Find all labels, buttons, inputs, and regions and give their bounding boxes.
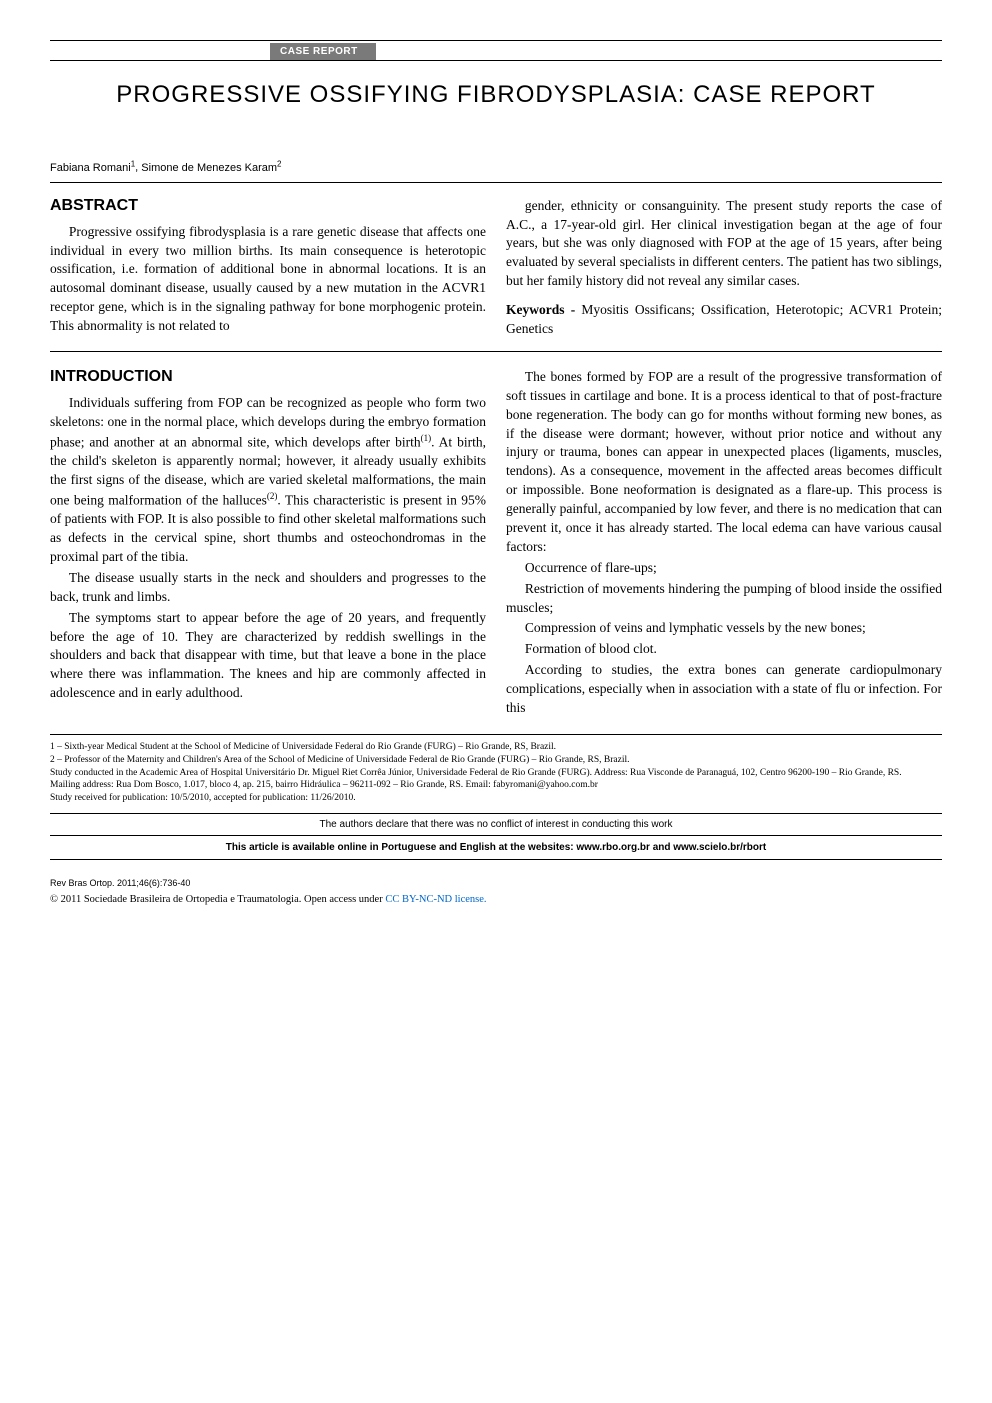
keywords: Keywords - Myositis Ossificans; Ossifica… (506, 301, 942, 339)
footnotes: 1 – Sixth-year Medical Student at the Sc… (50, 734, 942, 805)
author-2: Simone de Menezes Karam2 (141, 162, 281, 174)
intro-right: The bones formed by FOP are a result of … (506, 368, 942, 718)
intro-heading: INTRODUCTION (50, 368, 486, 386)
conflict-statement: The authors declare that there was no co… (50, 813, 942, 836)
introduction-section: INTRODUCTION Individuals suffering from … (50, 364, 942, 720)
footnote-line: Mailing address: Rua Dom Bosco, 1.017, b… (50, 779, 942, 792)
author-1: Fabiana Romani1 (50, 162, 135, 174)
category-label: CASE REPORT (270, 43, 376, 60)
journal-citation: Rev Bras Ortop. 2011;46(6):736-40 (50, 878, 942, 888)
abstract-left: Progressive ossifying fibrodysplasia is … (50, 223, 486, 336)
footnote-line: 2 – Professor of the Maternity and Child… (50, 754, 942, 767)
article-title: PROGRESSIVE OSSIFYING FIBRODYSPLASIA: CA… (50, 81, 942, 109)
abstract-right: gender, ethnicity or consanguinity. The … (506, 197, 942, 291)
footnote-line: 1 – Sixth-year Medical Student at the Sc… (50, 741, 942, 754)
category-bar: CASE REPORT (50, 40, 942, 61)
intro-left: Individuals suffering from FOP can be re… (50, 394, 486, 703)
license-line: © 2011 Sociedade Brasileira de Ortopedia… (50, 894, 942, 905)
online-availability: This article is available online in Port… (50, 836, 942, 860)
footnote-line: Study conducted in the Academic Area of … (50, 767, 942, 780)
abstract-heading: ABSTRACT (50, 197, 486, 215)
abstract-section: ABSTRACT Progressive ossifying fibrodysp… (50, 193, 942, 352)
footnote-line: Study received for publication: 10/5/201… (50, 792, 942, 805)
authors-line: Fabiana Romani1, Simone de Menezes Karam… (50, 159, 942, 183)
license-link[interactable]: CC BY-NC-ND license. (385, 894, 486, 905)
